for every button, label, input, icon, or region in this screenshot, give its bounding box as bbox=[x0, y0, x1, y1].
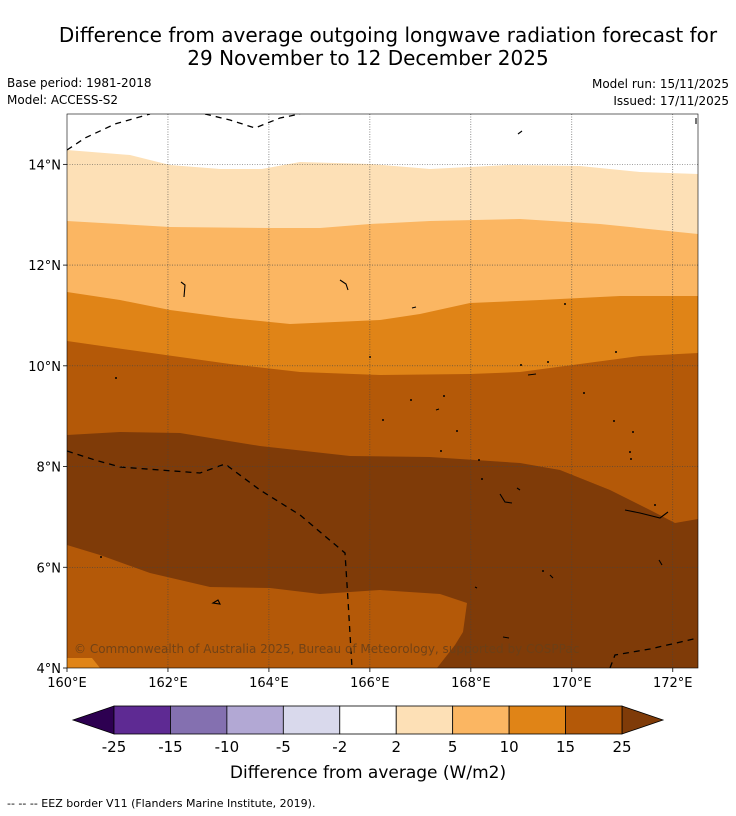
colorbar-label: Difference from average (W/m2) bbox=[230, 763, 506, 783]
y-tick-label: 12°N bbox=[28, 259, 61, 274]
y-tick-label: 14°N bbox=[28, 158, 61, 173]
footer-note: -- -- -- EEZ border V11 (Flanders Marine… bbox=[7, 797, 316, 810]
colorbar-tick-label: -15 bbox=[158, 738, 183, 756]
colorbar-swatch bbox=[452, 705, 510, 735]
colorbar bbox=[71, 705, 665, 735]
y-tick-label: 4°N bbox=[37, 662, 62, 677]
chart-title-line1: Difference from average outgoing longwav… bbox=[58, 23, 718, 47]
x-tick-label: 166°E bbox=[350, 676, 390, 691]
colorbar-tick-label: -2 bbox=[332, 738, 347, 756]
atoll-dots bbox=[100, 303, 656, 572]
y-tick-label: 8°N bbox=[37, 461, 62, 476]
gridlines bbox=[67, 114, 698, 668]
colorbar-under-arrow bbox=[71, 705, 115, 735]
colorbar-tick-label: -25 bbox=[102, 738, 127, 756]
contour-fills bbox=[67, 114, 698, 668]
issued-text: Issued: 17/11/2025 bbox=[613, 94, 729, 108]
colorbar-swatch bbox=[170, 705, 228, 735]
x-tick-label: 170°E bbox=[552, 676, 592, 691]
colorbar-tick-label: 15 bbox=[556, 738, 575, 756]
y-tick-label: 10°N bbox=[28, 360, 61, 375]
colorbar-tick-label: -5 bbox=[276, 738, 291, 756]
colorbar-swatch bbox=[282, 705, 341, 735]
colorbar-tick-label: 5 bbox=[448, 738, 458, 756]
plot-frame bbox=[66, 113, 699, 669]
colorbar-tick-label: 25 bbox=[612, 738, 631, 756]
credit-text: © Commonwealth of Australia 2025, Bureau… bbox=[74, 642, 579, 656]
colorbar-ticks: -25 -15 -10 -5 -2 2 5 10 15 25 bbox=[102, 738, 632, 756]
islands bbox=[180, 118, 697, 639]
base-period-text: Base period: 1981-2018 bbox=[7, 76, 152, 90]
chart-title-line2: 29 November to 12 December 2025 bbox=[187, 46, 549, 70]
eez-borders bbox=[67, 114, 698, 668]
colorbar-swatch bbox=[508, 705, 566, 735]
colorbar-over-arrow bbox=[621, 705, 665, 735]
band-10-15-south bbox=[67, 658, 100, 668]
y-tick-label: 6°N bbox=[37, 561, 62, 576]
colorbar-swatch bbox=[565, 705, 623, 735]
colorbar-tick-label: -10 bbox=[215, 738, 240, 756]
x-tick-label: 160°E bbox=[47, 676, 87, 691]
model-run-text: Model run: 15/11/2025 bbox=[591, 77, 729, 91]
x-tick-label: 162°E bbox=[148, 676, 188, 691]
colorbar-tick-label: 2 bbox=[391, 738, 401, 756]
colorbar-swatch bbox=[339, 705, 397, 735]
x-tick-label: 164°E bbox=[249, 676, 289, 691]
x-tick-label: 168°E bbox=[451, 676, 491, 691]
model-text: Model: ACCESS-S2 bbox=[7, 93, 119, 107]
y-axis-ticks: 4°N 6°N 8°N 10°N 12°N 14°N bbox=[28, 158, 67, 677]
x-axis-ticks: 160°E 162°E 164°E 166°E 168°E 170°E 172°E bbox=[47, 668, 693, 691]
x-tick-label: 172°E bbox=[653, 676, 693, 691]
band-over-25 bbox=[67, 432, 698, 668]
colorbar-swatch bbox=[226, 705, 284, 735]
colorbar-tick-label: 10 bbox=[500, 738, 519, 756]
colorbar-swatch bbox=[113, 705, 171, 735]
colorbar-swatch bbox=[395, 705, 454, 735]
